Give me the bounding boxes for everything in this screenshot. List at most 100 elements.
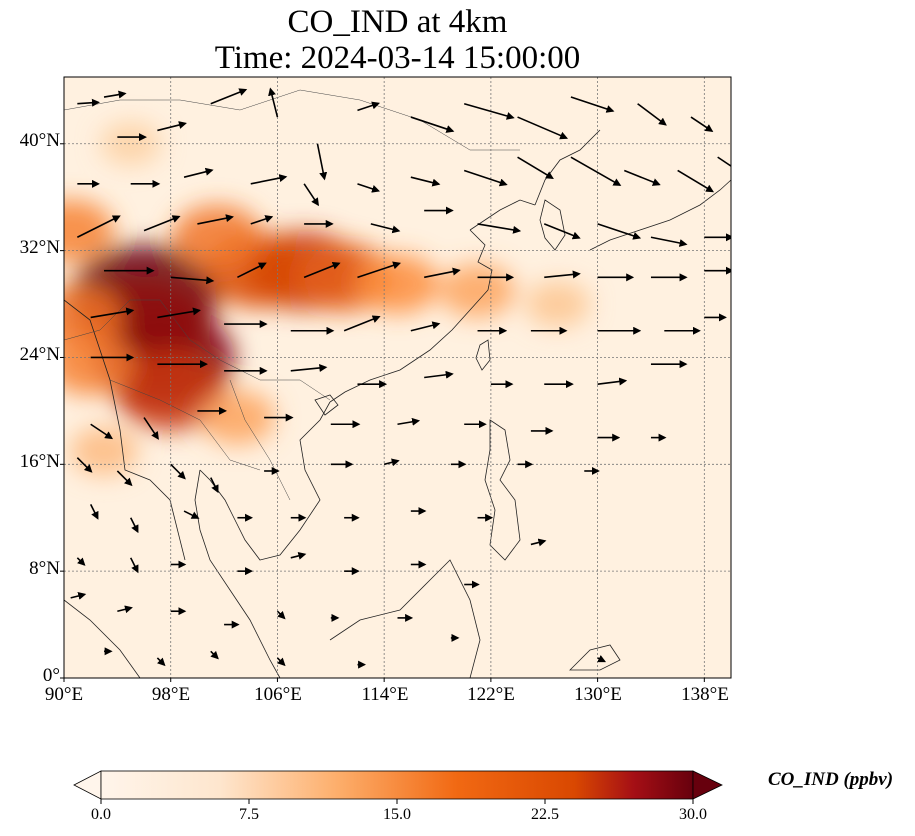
wind-arrow bbox=[597, 223, 642, 240]
lon-tick-label: 114°E bbox=[361, 684, 409, 705]
coastline-new-guinea bbox=[569, 644, 621, 671]
colorbar-tick-label: 7.5 bbox=[239, 806, 259, 823]
border-line bbox=[229, 379, 291, 501]
lat-tick-label: 8°N bbox=[29, 558, 60, 579]
wind-arrow bbox=[76, 557, 86, 566]
wind-arrow bbox=[170, 463, 186, 480]
wind-arrow bbox=[276, 610, 286, 620]
concentration-field bbox=[64, 121, 590, 476]
wind-arrow bbox=[250, 174, 288, 185]
colorbar-label: CO_IND (ppbv) bbox=[768, 769, 894, 790]
wind-arrow bbox=[129, 557, 139, 574]
wind-arrow bbox=[143, 215, 181, 232]
wind-arrow bbox=[343, 315, 381, 332]
wind-arrow bbox=[90, 423, 114, 440]
wind-arrow bbox=[463, 169, 508, 187]
map-title: CO_IND at 4km bbox=[287, 4, 508, 40]
wind-arrow bbox=[357, 261, 401, 279]
coastline-borneo bbox=[329, 559, 481, 678]
wind-arrow bbox=[197, 214, 234, 225]
wind-arrow bbox=[268, 87, 279, 118]
wind-arrow bbox=[103, 90, 127, 99]
wind-arrow bbox=[290, 551, 307, 560]
wind-arrow bbox=[237, 262, 267, 279]
coastline-japan bbox=[589, 179, 731, 251]
wind-arrow bbox=[463, 102, 515, 120]
wind-arrow bbox=[424, 267, 461, 279]
wind-arrow bbox=[76, 215, 121, 238]
concentration-hotspot bbox=[172, 205, 263, 270]
map-area bbox=[64, 77, 731, 678]
colorbar-tick-label: 30.0 bbox=[679, 806, 707, 823]
lon-tick-label: 138°E bbox=[681, 684, 729, 705]
wind-arrow bbox=[570, 156, 622, 186]
wind-arrow bbox=[316, 143, 328, 181]
lon-tick-label: 122°E bbox=[467, 684, 515, 705]
wind-arrow bbox=[357, 101, 380, 112]
map-subtitle-time: Time: 2024-03-14 15:00:00 bbox=[214, 40, 581, 76]
axis-tick-marks bbox=[60, 143, 705, 682]
concentration-hotspot bbox=[199, 390, 276, 445]
coastline-taiwan bbox=[475, 339, 491, 371]
wind-arrow bbox=[77, 98, 100, 107]
wind-vectors bbox=[70, 87, 731, 669]
wind-arrow bbox=[477, 223, 522, 234]
concentration-hotspot bbox=[100, 121, 162, 166]
wind-arrow bbox=[717, 156, 731, 167]
colorbar bbox=[73, 770, 723, 804]
wind-arrow bbox=[303, 183, 320, 207]
wind-arrow bbox=[410, 176, 441, 187]
wind-arrow bbox=[517, 116, 569, 140]
coastline-korea-north bbox=[534, 129, 601, 206]
border-line bbox=[109, 379, 261, 471]
wind-arrow bbox=[303, 261, 341, 279]
border-line bbox=[64, 89, 520, 151]
wind-arrow bbox=[650, 236, 688, 247]
lat-tick-label: 16°N bbox=[19, 451, 60, 472]
wind-arrow bbox=[183, 167, 214, 178]
wind-arrow bbox=[89, 504, 99, 520]
coastline-philippines bbox=[484, 419, 521, 561]
coastline-korea bbox=[539, 199, 566, 251]
wind-arrow bbox=[117, 605, 133, 614]
wind-arrow bbox=[357, 183, 380, 193]
concentration-hotspot bbox=[64, 333, 134, 396]
wind-arrow bbox=[424, 370, 454, 379]
wind-arrow bbox=[410, 116, 455, 133]
colorbar-extend-low bbox=[73, 770, 102, 800]
coastline-indochina bbox=[199, 401, 331, 561]
lat-tick-label: 40°N bbox=[19, 130, 60, 151]
wind-arrow bbox=[157, 121, 187, 132]
wind-arrow bbox=[383, 458, 400, 467]
coastline-malay-peninsula bbox=[194, 469, 281, 678]
wind-arrow bbox=[90, 307, 135, 319]
map-frame bbox=[63, 76, 732, 679]
coastlines bbox=[64, 129, 731, 678]
wind-arrow bbox=[76, 457, 93, 473]
wind-arrow bbox=[544, 270, 581, 279]
lon-tick-label: 130°E bbox=[574, 684, 622, 705]
colorbar-extend-high bbox=[692, 770, 723, 800]
wind-arrow bbox=[129, 517, 139, 534]
wind-arrow bbox=[623, 169, 661, 186]
country-borders bbox=[64, 89, 520, 501]
wind-arrow bbox=[370, 223, 401, 234]
lon-tick-label: 98°E bbox=[151, 684, 191, 705]
wind-arrow bbox=[210, 477, 219, 494]
wind-arrow bbox=[597, 655, 607, 663]
wind-arrow bbox=[250, 215, 274, 225]
wind-arrow bbox=[143, 417, 159, 440]
concentration-hotspot bbox=[356, 254, 439, 314]
concentration-hotspot bbox=[525, 280, 590, 328]
colorbar-tick-label: 15.0 bbox=[383, 806, 411, 823]
wind-arrow bbox=[116, 470, 133, 487]
coastline-myanmar bbox=[64, 299, 186, 561]
wind-arrow bbox=[183, 510, 200, 519]
coastline-yellow-sea bbox=[469, 199, 536, 231]
lat-tick-label: 24°N bbox=[19, 344, 60, 365]
lat-tick-label: 32°N bbox=[19, 237, 60, 258]
coastline-china bbox=[329, 229, 493, 403]
wind-arrow bbox=[530, 538, 547, 547]
wind-arrow bbox=[517, 156, 554, 179]
